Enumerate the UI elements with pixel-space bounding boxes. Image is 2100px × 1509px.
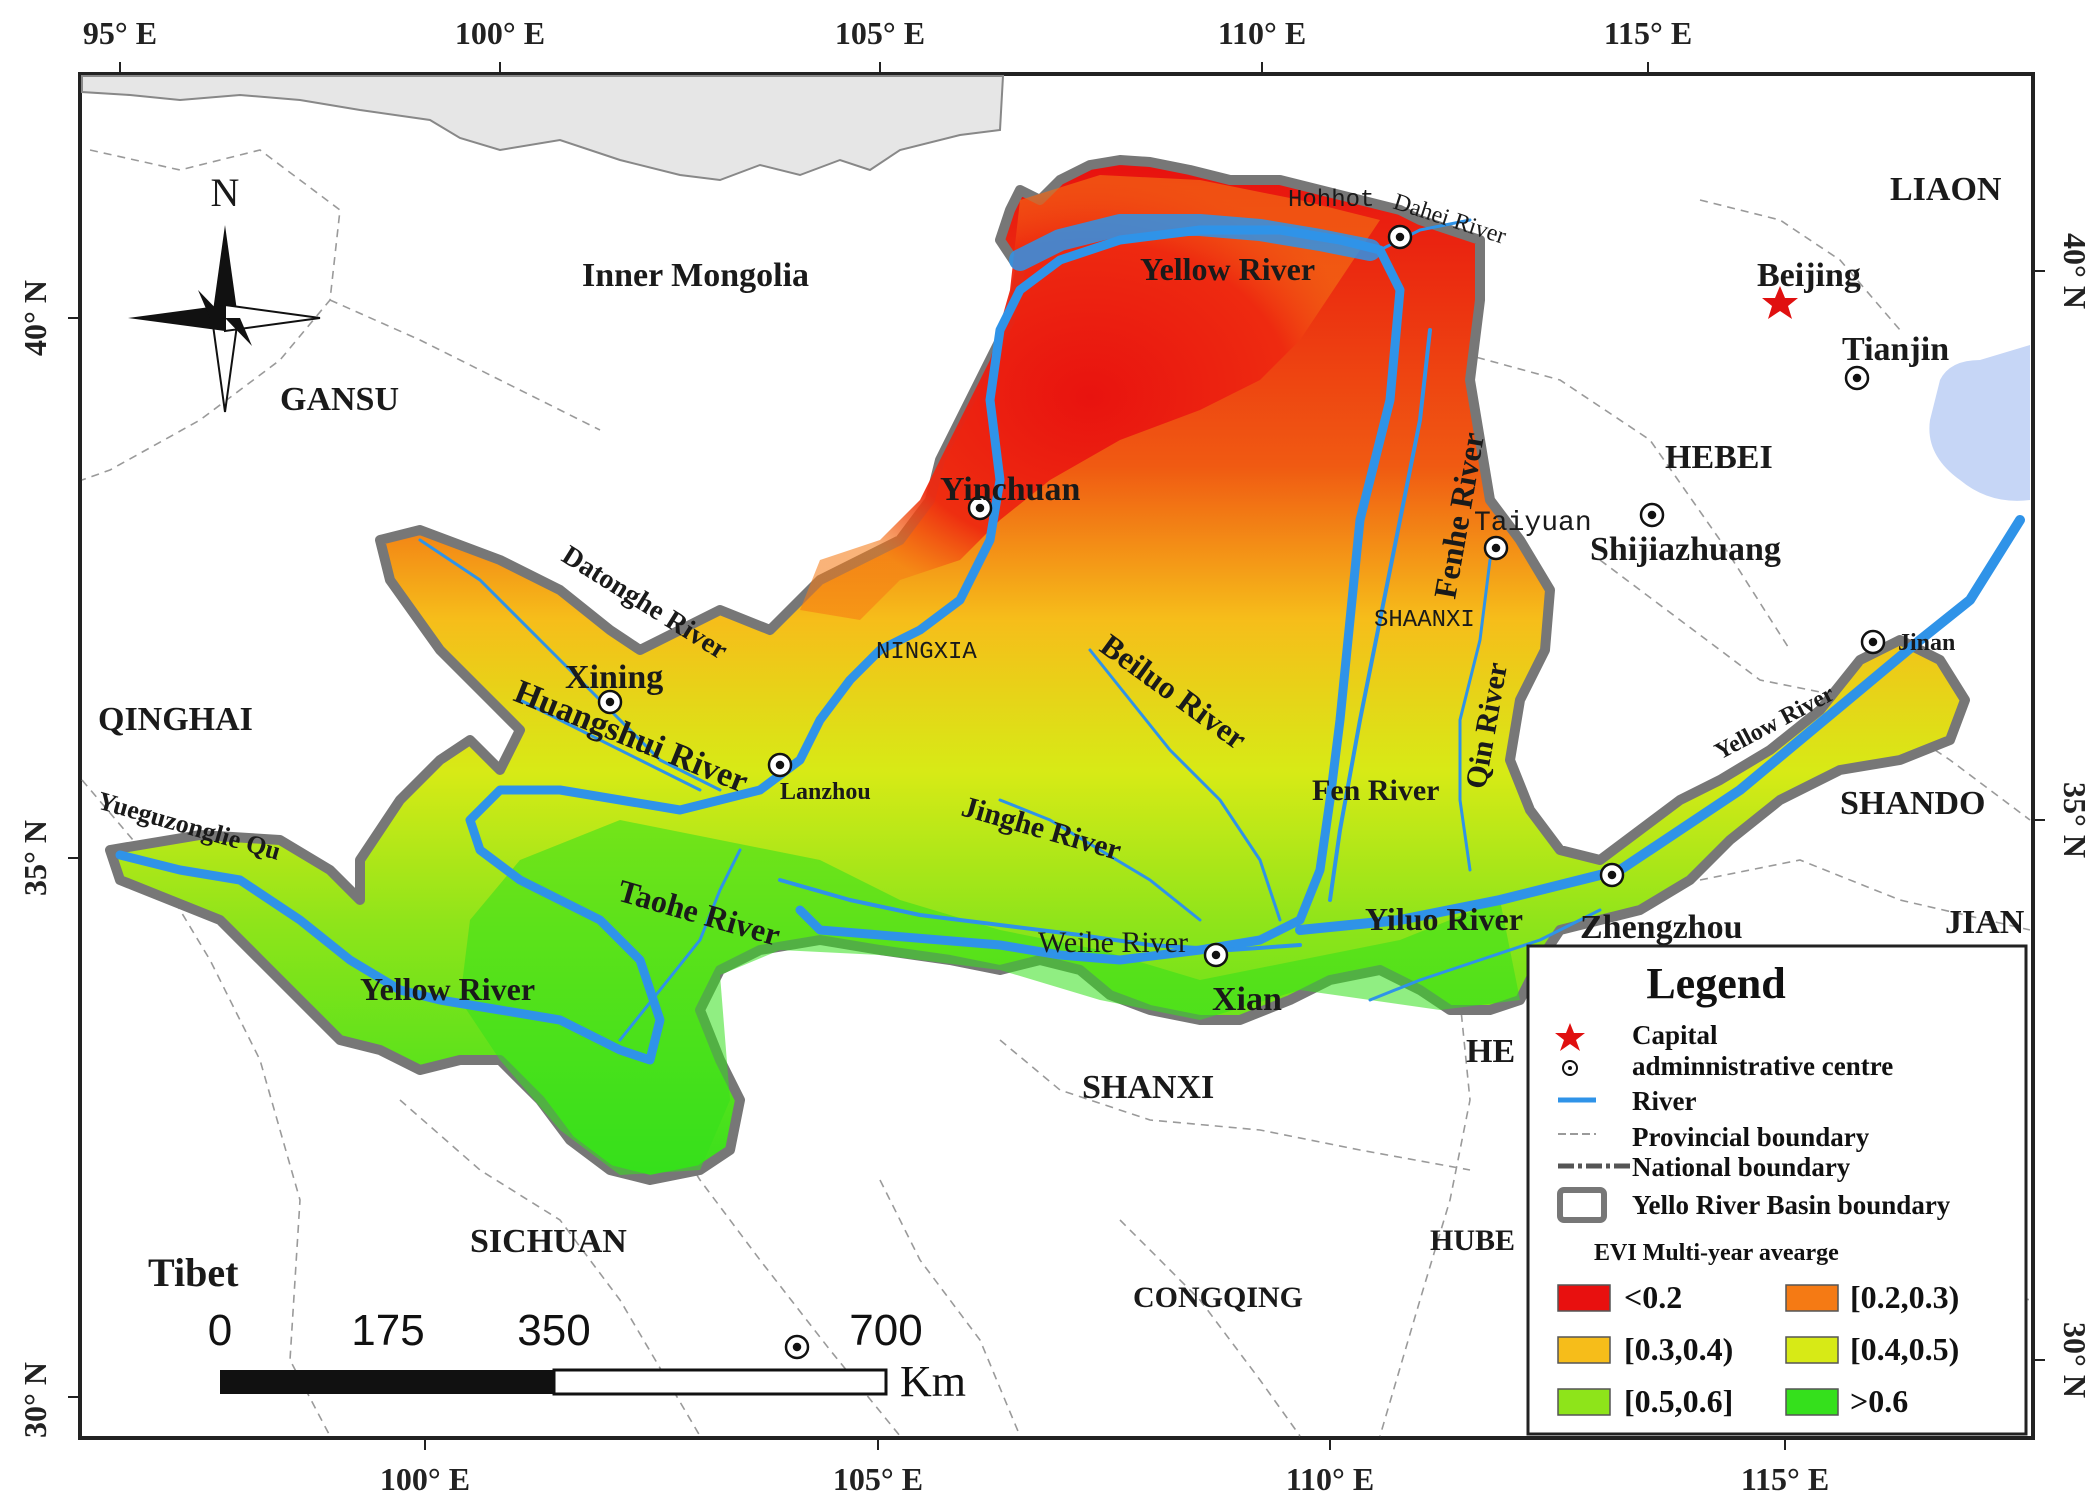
region-hebei: HEBEI [1665, 439, 1773, 476]
right-lat-label-0: 40° N [2057, 233, 2093, 309]
legend-provincial: Provincial boundary [1632, 1122, 1870, 1152]
capital-star-icon [1555, 1023, 1585, 1051]
evi-swatch-0 [1557, 1284, 1611, 1312]
top-lon-label-4: 115° E [1604, 15, 1692, 51]
beiluo-river-line [1088, 648, 1282, 922]
bottom-lon-label-2: 110° E [1286, 1461, 1374, 1497]
evi-label-2: [0.3,0.4) [1624, 1331, 1733, 1367]
region-hube: HUBE [1430, 1224, 1515, 1257]
river-weihe: Weihe River [1038, 926, 1188, 959]
huangshui-river-line [518, 698, 702, 792]
river-yellow-north: Yellow River [1140, 251, 1315, 287]
right-lat-label-1: 35° N [2057, 782, 2093, 858]
region-congqing: CONGQING [1133, 1281, 1303, 1314]
legend-title: Legend [1646, 959, 1785, 1008]
basin-green-south [460, 820, 1520, 1175]
evi-label-1: [0.2,0.3) [1850, 1279, 1959, 1315]
city-xining: Xining [565, 659, 663, 696]
yellow-river-lower [1295, 515, 2025, 935]
bottom-lon-label-1: 105° E [833, 1461, 923, 1497]
city-shijiazhuang: Shijiazhuang [1590, 531, 1781, 568]
evi-swatch-2 [1557, 1336, 1611, 1364]
top-lon-label-3: 110° E [1218, 15, 1306, 51]
city-hohhot: Hohhot [1288, 187, 1374, 214]
region-ningxia: NINGXIA [876, 639, 977, 666]
scale-label-0: 0 [208, 1306, 232, 1355]
jinghe-river-line [998, 798, 1202, 922]
legend-basin: Yello River Basin boundary [1632, 1190, 1951, 1220]
region-gansu: GANSU [280, 381, 399, 418]
river-yellow-south: Yellow River [360, 971, 535, 1007]
evi-label-5: >0.6 [1850, 1383, 1908, 1419]
legend-evi-title: EVI Multi-year avearge [1594, 1240, 1839, 1266]
evi-swatch-5 [1785, 1388, 1839, 1416]
qin-river-line [1458, 558, 1492, 872]
north-arrow-label: N [211, 170, 240, 215]
region-tibet: Tibet [148, 1250, 239, 1295]
top-lon-label-0: 95° E [83, 15, 157, 51]
region-shando: SHANDO [1840, 785, 1985, 822]
bottom-lon-label-3: 115° E [1741, 1461, 1829, 1497]
right-lat-label-2: 30° N [2057, 1322, 2093, 1398]
scale-bar: 0 175 350 700 Km [208, 1306, 966, 1406]
rivers [115, 214, 2025, 1065]
evi-swatch-4 [1557, 1388, 1611, 1416]
taohe-river-line [618, 848, 742, 1042]
admin-centre-dot [1568, 1066, 1572, 1070]
yiluo-river-line [1368, 908, 1602, 1002]
evi-label-4: [0.5,0.6] [1624, 1383, 1733, 1419]
evi-swatch-1 [1785, 1284, 1839, 1312]
city-markers [597, 224, 1886, 1360]
region-jian: JIAN [1945, 904, 2025, 941]
legend-river: River [1632, 1086, 1696, 1116]
region-shaanxi: SHAANXI [1374, 607, 1475, 634]
bottom-lon-label-0: 100° E [380, 1461, 470, 1497]
yellow-river-main [115, 225, 1405, 1065]
legend: Legend Capital adminnistrative centre Ri… [1526, 944, 2028, 1436]
beijing-star-icon [1762, 286, 1798, 319]
legend-national: National boundary [1632, 1152, 1851, 1182]
scale-unit: Km [900, 1357, 966, 1406]
yellow-river-hetao [1009, 214, 1381, 271]
left-lat-label-2: 30° N [17, 1362, 53, 1438]
river-fen: Fen River [1312, 774, 1439, 807]
mongolia-region [81, 75, 1005, 182]
scale-label-700: 700 [849, 1306, 922, 1355]
region-inner-mongolia: Inner Mongolia [582, 257, 809, 294]
region-he: HE [1466, 1033, 1515, 1070]
city-zhengzhou: Zhengzhou [1580, 909, 1743, 946]
basin-legend-icon [1557, 1187, 1607, 1223]
top-lon-label-2: 105° E [835, 15, 925, 51]
top-lon-label-1: 100° E [455, 15, 545, 51]
city-yinchuan: Yinchuan [940, 471, 1081, 508]
city-jinan: Jinan [1898, 630, 1955, 656]
left-lat-label-0: 40° N [17, 280, 53, 356]
bohai-sea [1929, 345, 2030, 501]
region-shanxi-south: SHANXI [1082, 1069, 1214, 1106]
evi-label-3: [0.4,0.5) [1850, 1331, 1959, 1367]
legend-capital: Capital [1632, 1020, 1718, 1050]
city-tianjin: Tianjin [1842, 331, 1949, 368]
north-arrow: N [128, 170, 321, 413]
graticule [68, 62, 2045, 1450]
basin-red-core [800, 175, 1380, 620]
region-sichuan: SICHUAN [470, 1223, 627, 1260]
legend-box [1526, 944, 2028, 1436]
city-xian: Xian [1212, 981, 1282, 1018]
left-lat-label-1: 35° N [17, 820, 53, 896]
city-lanzhou: Lanzhou [780, 779, 871, 805]
evi-label-0: <0.2 [1624, 1279, 1682, 1315]
city-beijing: Beijing [1757, 257, 1861, 294]
scale-label-350: 350 [517, 1306, 590, 1355]
fenhe-river-line [1328, 328, 1432, 902]
legend-admin: adminnistrative centre [1632, 1051, 1893, 1081]
evi-swatch-3 [1785, 1336, 1839, 1364]
scale-label-175: 175 [351, 1306, 424, 1355]
region-qinghai: QINGHAI [98, 701, 253, 738]
region-liaon: LIAON [1890, 171, 2002, 208]
river-yiluo: Yiluo River [1365, 901, 1523, 937]
city-taiyuan: Taiyuan [1474, 508, 1592, 539]
datonghe-river-line [418, 538, 722, 792]
